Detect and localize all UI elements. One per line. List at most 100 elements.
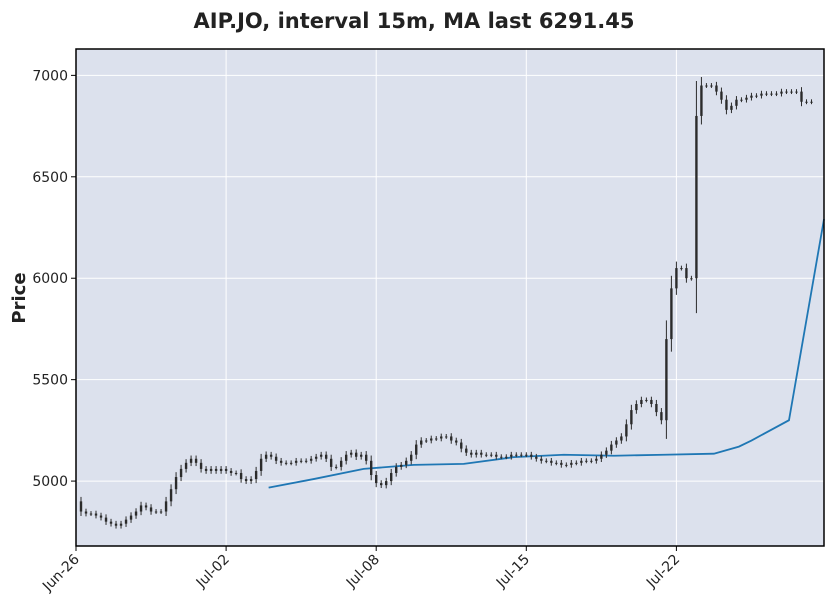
candle-body xyxy=(109,521,113,524)
candle-body xyxy=(620,436,623,441)
candle-body xyxy=(249,479,253,482)
candle-body xyxy=(440,436,443,439)
candle-body xyxy=(309,458,313,461)
candle-body xyxy=(119,523,123,526)
candle-body xyxy=(655,404,658,413)
candle-body xyxy=(415,444,418,455)
candle-body xyxy=(800,91,803,102)
candle-body xyxy=(520,454,523,456)
candle-body xyxy=(279,460,283,463)
candle-body xyxy=(770,93,773,95)
candle-body xyxy=(99,515,103,518)
x-axis: Jun-26 Jul-02 Jul-08 Jul-15 Jul-22 xyxy=(39,546,683,595)
candle-body xyxy=(169,489,173,502)
candle-body xyxy=(460,442,463,449)
candle-body xyxy=(114,523,118,526)
candle-body xyxy=(670,288,673,340)
candle-body xyxy=(755,95,758,97)
candle-body xyxy=(450,436,453,441)
candle-body xyxy=(314,456,318,459)
candle-body xyxy=(299,460,303,462)
candle-body xyxy=(184,462,188,469)
candle-body xyxy=(405,460,408,465)
candle-body xyxy=(390,472,393,482)
candle-body xyxy=(575,462,578,464)
candle-body xyxy=(560,462,563,465)
y-tick-label: 5000 xyxy=(32,474,68,490)
candle-body xyxy=(525,454,528,456)
candle-body xyxy=(375,475,378,484)
candle-body xyxy=(625,424,628,437)
candle-body xyxy=(134,511,138,516)
candle-body xyxy=(254,470,258,480)
candle-body xyxy=(229,470,233,473)
candle-body xyxy=(149,507,153,512)
candle-body xyxy=(354,452,358,457)
candle-body xyxy=(495,454,498,457)
candle-body xyxy=(580,460,583,463)
candle-body xyxy=(780,91,783,94)
candle-body xyxy=(545,460,548,462)
candle-body xyxy=(805,101,808,103)
candle-body xyxy=(550,460,553,463)
y-tick-label: 6000 xyxy=(32,271,68,287)
candle-body xyxy=(194,458,198,463)
candle-body xyxy=(385,481,388,486)
x-tick-label: Jul-15 xyxy=(493,552,533,592)
candle-body xyxy=(174,477,178,490)
candle-body xyxy=(795,91,798,93)
candle-body xyxy=(675,268,678,289)
candle-body xyxy=(465,448,468,453)
candle-body xyxy=(234,472,238,474)
candle-body xyxy=(645,399,648,401)
candle-body xyxy=(400,464,403,467)
candle-body xyxy=(765,93,768,95)
candle-body xyxy=(455,440,458,443)
candle-body xyxy=(410,454,413,461)
candle-body xyxy=(139,505,143,512)
candle-body xyxy=(475,452,478,455)
candle-body xyxy=(84,511,88,514)
candle-body xyxy=(164,501,168,512)
candle-body xyxy=(715,85,718,92)
candle-body xyxy=(810,101,813,103)
x-tick-label: Jul-22 xyxy=(643,552,683,592)
candle-body xyxy=(790,91,793,93)
candles xyxy=(79,76,813,529)
candle-body xyxy=(79,501,83,512)
candle-body xyxy=(364,454,368,461)
candle-body xyxy=(730,105,733,110)
candle-body xyxy=(129,515,133,520)
candle-body xyxy=(700,85,703,116)
y-tick-label: 5500 xyxy=(32,373,68,389)
candle-body xyxy=(445,436,448,438)
candle-body xyxy=(585,460,588,462)
y-axis-label: Price xyxy=(9,272,30,323)
candle-body xyxy=(349,452,353,455)
candle-body xyxy=(650,399,653,404)
candle-body xyxy=(144,505,148,508)
y-tick-label: 7000 xyxy=(32,68,68,84)
candle-body xyxy=(760,93,763,96)
candle-body xyxy=(485,454,488,456)
x-tick-label: Jul-08 xyxy=(343,552,383,592)
candle-body xyxy=(104,517,108,522)
candle-body xyxy=(369,460,373,475)
candle-body xyxy=(510,454,513,457)
candle-body xyxy=(89,513,93,515)
candle-body xyxy=(425,440,428,442)
candle-body xyxy=(635,404,638,411)
candle-body xyxy=(259,458,263,471)
candle-body xyxy=(490,454,493,456)
candle-body xyxy=(565,464,568,466)
candle-body xyxy=(685,268,688,279)
candle-body xyxy=(179,468,183,478)
candle-body xyxy=(209,468,213,471)
candle-body xyxy=(705,85,708,87)
candle-body xyxy=(555,462,558,464)
candle-body xyxy=(420,440,423,445)
candle-body xyxy=(505,456,508,458)
candle-body xyxy=(630,410,633,425)
candle-body xyxy=(745,97,748,100)
candle-body xyxy=(680,268,683,270)
